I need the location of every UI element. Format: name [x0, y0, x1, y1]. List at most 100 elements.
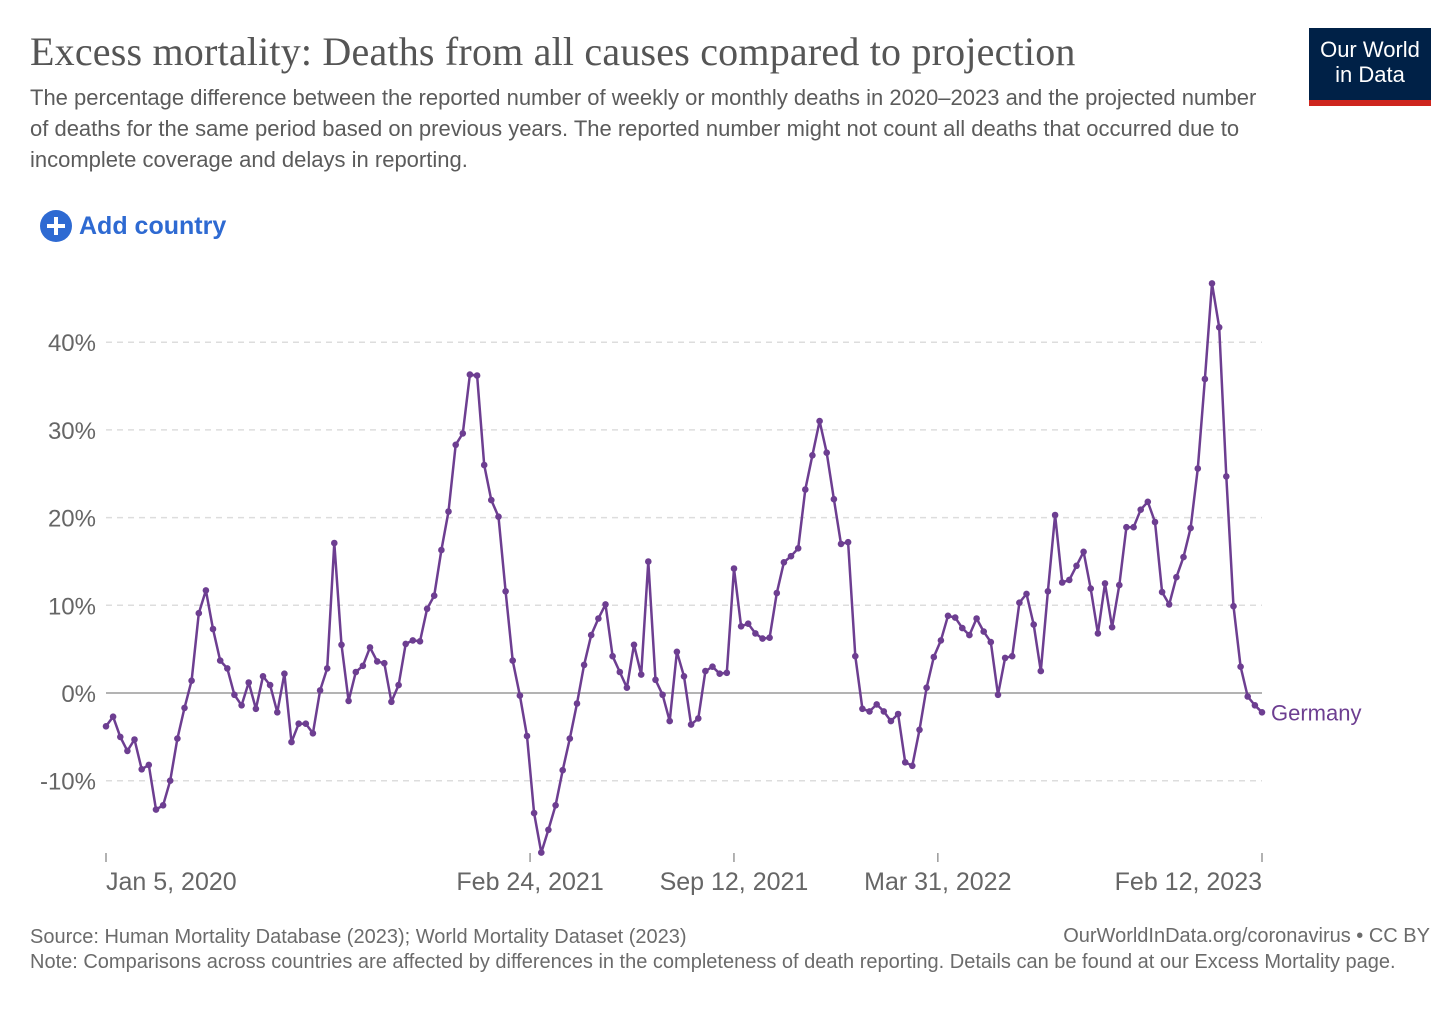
data-point[interactable] [345, 697, 352, 705]
data-point[interactable] [1008, 652, 1016, 660]
data-point[interactable] [281, 670, 288, 677]
add-country-button[interactable]: Add country [40, 210, 226, 242]
data-point[interactable] [159, 802, 167, 809]
data-point[interactable] [1158, 588, 1166, 596]
data-point[interactable] [609, 652, 616, 660]
data-point[interactable] [502, 588, 509, 595]
data-point[interactable] [637, 671, 645, 678]
data-point[interactable] [323, 665, 331, 672]
data-point[interactable] [181, 704, 188, 712]
data-point[interactable] [195, 609, 203, 617]
data-point[interactable] [716, 670, 723, 677]
data-point[interactable] [566, 735, 574, 742]
data-point[interactable] [245, 679, 252, 686]
series-line[interactable] [104, 282, 1263, 854]
data-point[interactable] [1194, 465, 1202, 472]
data-point[interactable] [1201, 375, 1209, 383]
data-point[interactable] [652, 676, 659, 684]
data-point[interactable] [445, 508, 452, 515]
data-point[interactable] [473, 372, 481, 379]
data-point[interactable] [359, 662, 367, 670]
data-point[interactable] [645, 558, 652, 565]
data-point[interactable] [987, 638, 995, 646]
data-point[interactable] [930, 653, 938, 661]
data-point[interactable] [552, 802, 559, 809]
series-label[interactable]: Germany [1271, 700, 1361, 725]
data-point[interactable] [730, 565, 738, 572]
data-point[interactable] [1230, 602, 1237, 610]
data-point[interactable] [1016, 599, 1023, 606]
data-point[interactable] [488, 496, 495, 504]
data-point[interactable] [274, 709, 281, 716]
data-point[interactable] [188, 677, 195, 684]
data-point[interactable] [623, 684, 631, 691]
data-point[interactable] [909, 762, 916, 770]
data-point[interactable] [1001, 654, 1009, 662]
data-point[interactable] [1223, 473, 1230, 480]
data-point[interactable] [1130, 523, 1137, 531]
data-point[interactable] [388, 698, 395, 706]
data-point[interactable] [1044, 588, 1052, 595]
data-point[interactable] [980, 628, 987, 635]
data-point[interactable] [480, 461, 488, 469]
data-point[interactable] [780, 559, 788, 566]
data-point[interactable] [202, 587, 210, 594]
data-point[interactable] [224, 665, 231, 672]
data-point[interactable] [844, 538, 852, 546]
data-point[interactable] [438, 546, 445, 554]
data-point[interactable] [702, 667, 709, 675]
data-point[interactable] [1058, 579, 1066, 586]
data-point[interactable] [894, 710, 902, 718]
data-point[interactable] [1180, 553, 1187, 561]
data-point[interactable] [409, 637, 417, 644]
data-point[interactable] [266, 681, 274, 689]
data-point[interactable] [580, 661, 588, 669]
data-point[interactable] [802, 486, 809, 493]
data-point[interactable] [1144, 498, 1152, 506]
data-point[interactable] [866, 708, 873, 715]
data-point[interactable] [1116, 581, 1123, 589]
data-point[interactable] [916, 726, 923, 734]
data-point[interactable] [1187, 524, 1194, 532]
data-point[interactable] [759, 635, 766, 642]
data-point[interactable] [402, 640, 410, 648]
data-point[interactable] [131, 736, 138, 743]
data-point[interactable] [1073, 562, 1080, 570]
data-point[interactable] [466, 371, 474, 378]
data-point[interactable] [174, 735, 181, 742]
data-point[interactable] [1066, 576, 1073, 584]
data-point[interactable] [873, 701, 880, 708]
data-point[interactable] [559, 766, 566, 774]
data-point[interactable] [302, 720, 310, 727]
data-point[interactable] [966, 631, 973, 639]
data-point[interactable] [809, 452, 816, 459]
data-point[interactable] [1108, 623, 1116, 631]
data-point[interactable] [1037, 667, 1045, 675]
data-point[interactable] [630, 641, 638, 649]
data-point[interactable] [587, 631, 595, 639]
data-point[interactable] [352, 668, 360, 676]
data-point[interactable] [830, 495, 838, 503]
data-point[interactable] [673, 648, 681, 656]
data-point[interactable] [1251, 702, 1259, 709]
data-point[interactable] [423, 605, 431, 613]
data-point[interactable] [787, 552, 795, 560]
data-point[interactable] [744, 620, 752, 627]
data-point[interactable] [316, 687, 324, 694]
data-point[interactable] [102, 723, 110, 730]
data-point[interactable] [944, 612, 952, 620]
data-point[interactable] [238, 702, 245, 709]
data-point[interactable] [695, 715, 702, 722]
data-point[interactable] [852, 652, 859, 660]
data-point[interactable] [923, 684, 930, 691]
data-point[interactable] [709, 663, 716, 670]
data-point[interactable] [951, 614, 959, 621]
data-point[interactable] [723, 669, 731, 677]
data-point[interactable] [616, 668, 624, 676]
data-point[interactable] [680, 673, 688, 680]
data-point[interactable] [109, 713, 117, 720]
data-point[interactable] [452, 441, 460, 449]
data-point[interactable] [659, 691, 666, 699]
data-point[interactable] [880, 708, 888, 715]
